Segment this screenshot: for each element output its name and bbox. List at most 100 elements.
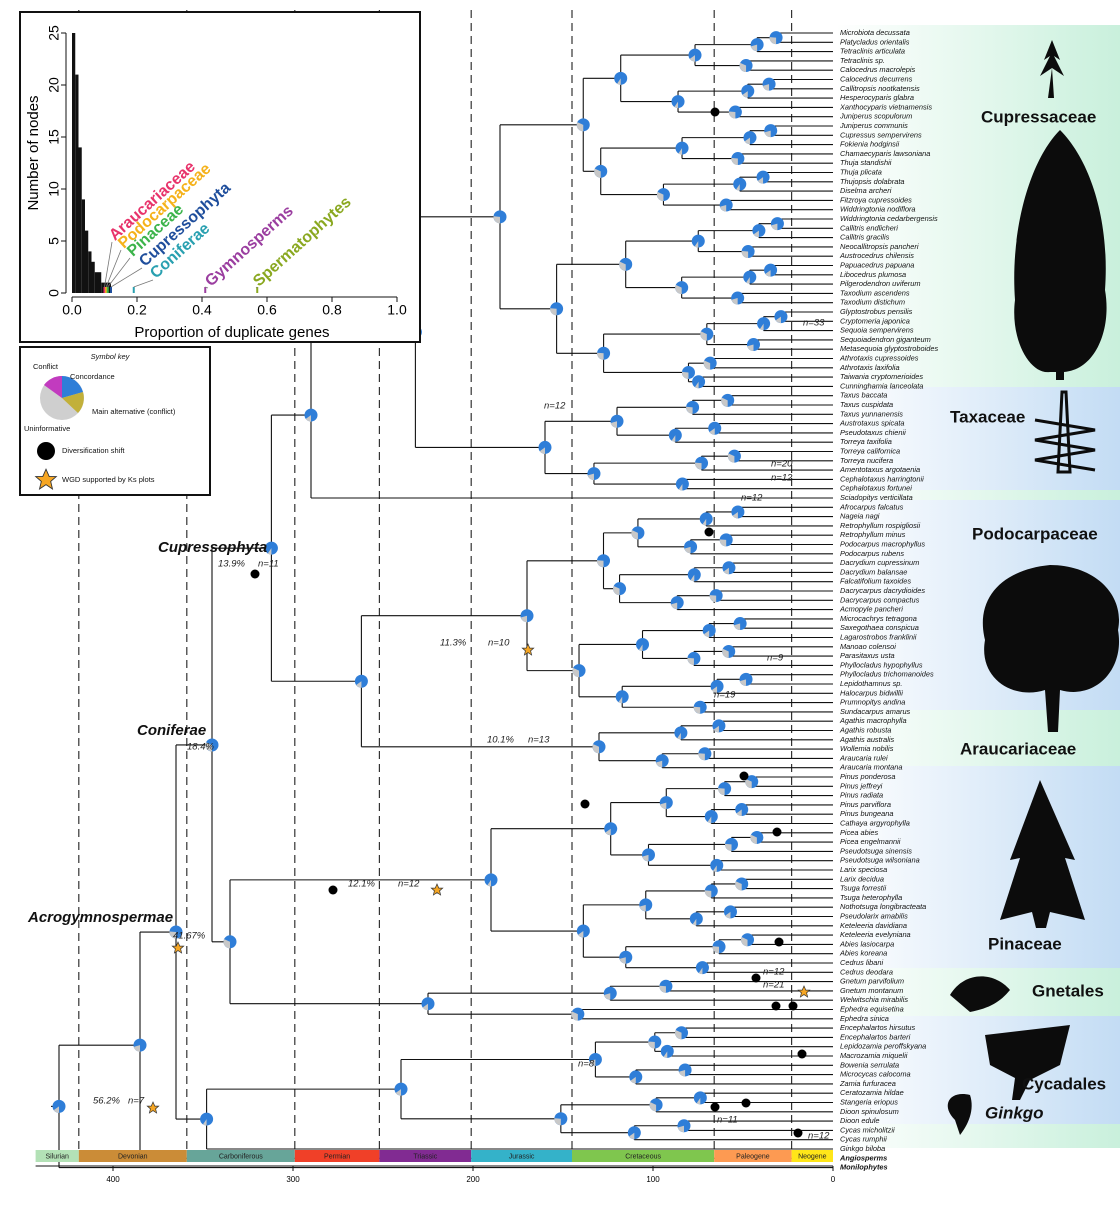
period-label: Devonian <box>118 1153 148 1160</box>
tip-label: Tsuga forrestii <box>840 884 887 893</box>
tip-label: Cedrus deodara <box>840 967 893 976</box>
diversification-shift <box>581 800 590 809</box>
clade-labels: Cupressophyta Coniferae Acrogymnospermae <box>27 539 267 926</box>
diversification-shift <box>329 886 338 895</box>
tip-label: Prumnopitys andina <box>840 698 905 707</box>
key-text: Diversification shift <box>62 446 125 455</box>
key-title: Symbol key <box>91 352 131 361</box>
figure: Microbiota decussataPlatycladus oriental… <box>0 0 1120 1210</box>
tip-label: Keteleeria evelyniana <box>840 930 911 939</box>
tip-label: Podocarpus rubens <box>840 549 904 558</box>
tip-label: Taxus cuspidata <box>840 400 893 409</box>
diversification-shift <box>775 938 784 947</box>
tip-label: Dacrydium balansae <box>840 567 907 576</box>
tip-label: Diselma archeri <box>840 186 892 195</box>
tip-label: Larix speciosa <box>840 865 887 874</box>
period-label: Paleogene <box>736 1153 770 1160</box>
tip-label: Xanthocyparis vietnamensis <box>839 102 932 111</box>
tip-label: Cupressus sempervirens <box>840 130 922 139</box>
wgd-star <box>431 884 442 895</box>
axis-tick-label: 100 <box>646 1175 660 1184</box>
tip-label: Glyptostrobus pensilis <box>840 307 913 316</box>
annotation: n=11 <box>717 1115 738 1126</box>
tip-label: Libocedrus plumosa <box>840 270 906 279</box>
tip-label: Abies koreana <box>839 949 887 958</box>
diversification-shift <box>789 1002 798 1011</box>
x-tick-label: 0.2 <box>127 302 147 318</box>
annotation: n=20 <box>771 459 793 470</box>
period-label: Neogene <box>798 1153 827 1160</box>
bar <box>79 147 82 293</box>
wgd-star <box>798 986 809 997</box>
bar <box>95 272 98 293</box>
key-text: Conflict <box>33 362 59 371</box>
tip-label: Ginkgo biloba <box>840 1144 885 1153</box>
node-pie-wedge <box>742 251 749 258</box>
tip-label: Pinus jeffreyi <box>840 781 883 790</box>
tip-label: Fokienia hodginsii <box>840 140 900 149</box>
node-pie-wedge <box>718 788 725 795</box>
diversification-shift <box>711 108 720 117</box>
tip-label: Ceratozamia hildae <box>840 1088 904 1097</box>
bar <box>82 199 85 293</box>
annotation: n=9 <box>767 653 784 664</box>
annotation: 56.2% <box>93 1096 120 1107</box>
annotation: 13.9% <box>218 559 245 570</box>
axis-tick-label: 400 <box>106 1175 120 1184</box>
tip-label: Pinus radiata <box>840 791 883 800</box>
tip-label: Araucaria montana <box>839 763 902 772</box>
tip-label: Sequoiadendron giganteum <box>840 335 931 344</box>
diversification-shift <box>711 1103 720 1112</box>
annotation: 18.4% <box>187 742 214 753</box>
node-pie-wedge <box>550 308 557 315</box>
annotation: n=8 <box>578 1059 595 1070</box>
family-label: Taxaceae <box>950 407 1025 426</box>
tip-label: Agathis macrophylla <box>839 716 907 725</box>
tip-label: Microcycas calocoma <box>840 1070 911 1079</box>
node-pie-wedge <box>770 37 777 44</box>
tip-label: Ephedra sinica <box>840 1014 889 1023</box>
tip-label: Chamaecyparis lawsoniana <box>840 149 930 158</box>
tip-label: Retrophyllum rospigliosii <box>840 521 920 530</box>
tip-label: Cycas rumphii <box>840 1135 887 1144</box>
tip-label: Parasitaxus usta <box>840 651 895 660</box>
period-label: Carboniferous <box>219 1153 263 1160</box>
bar <box>92 262 95 293</box>
axis-tick-label: 0 <box>831 1175 836 1184</box>
tip-label: Acmopyle pancheri <box>839 605 903 614</box>
tip-label: Phyllocladus hypophyllus <box>840 660 923 669</box>
tip-label: Pseudotaxus chienii <box>840 428 906 437</box>
tip-label: Bowenia serrulata <box>840 1060 899 1069</box>
tip-label: Torreya nucifera <box>840 456 893 465</box>
tip-label: Hesperocyparis glabra <box>840 93 914 102</box>
family-label: Podocarpaceae <box>972 524 1098 543</box>
tip-label: Zamia furfuracea <box>839 1079 896 1088</box>
tip-label: Picea engelmannii <box>840 837 901 846</box>
tip-label: Papuacedrus papuana <box>840 260 914 269</box>
family-label: Cupressaceae <box>981 107 1096 126</box>
diversification-shift <box>742 1099 751 1108</box>
x-tick-label: 0.0 <box>62 302 82 318</box>
tip-label: Cephalotaxus harringtonii <box>840 474 924 483</box>
tip-label: Pinus ponderosa <box>840 772 895 781</box>
annotation: 12.1% <box>348 879 375 890</box>
tip-label: Welwitschia mirabilis <box>840 995 908 1004</box>
period-label: Jurassic <box>509 1153 535 1160</box>
clade-label: Coniferae <box>137 722 206 739</box>
tip-label: Dacrycarpus dacrydioides <box>840 586 925 595</box>
node-pie-wedge <box>729 112 736 119</box>
tip-label: Nothotsuga longibracteata <box>840 902 926 911</box>
tip-label: Juniperus communis <box>839 121 908 130</box>
bar <box>75 75 78 293</box>
tip-label: Dioon edule <box>840 1116 879 1125</box>
tip-label: Athrotaxis laxifolia <box>839 363 900 372</box>
key-text: WGD supported by Ks plots <box>62 475 155 484</box>
tip-label: Platycladus orientalis <box>840 37 910 46</box>
tip-label: Cycas micholitzii <box>840 1125 895 1134</box>
node-pie-wedge <box>648 1042 655 1049</box>
tip-label: Dioon spinulosum <box>840 1107 899 1116</box>
tip-label: Agathis australis <box>839 735 895 744</box>
annotation: n=33 <box>803 318 825 329</box>
tip-label: Stangeria eriopus <box>840 1097 898 1106</box>
tip-label: Amentotaxus argotaenia <box>839 465 920 474</box>
